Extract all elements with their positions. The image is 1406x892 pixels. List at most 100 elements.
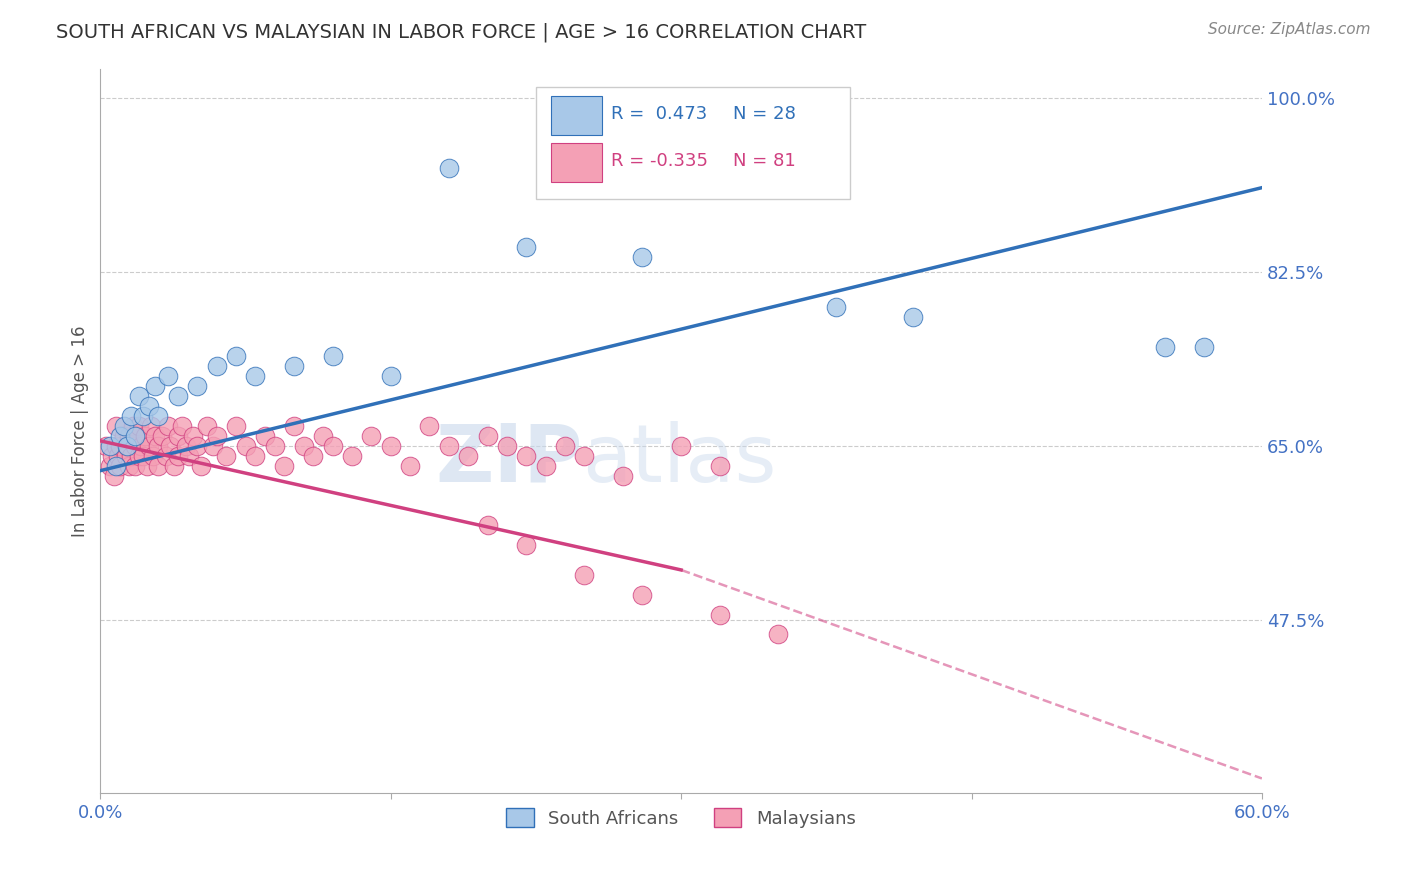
Point [302,449,325,463]
Point [117,439,139,453]
Point [496,439,519,453]
Point [399,458,422,473]
Point [574,449,596,463]
Point [128,389,150,403]
Point [181,429,204,443]
Point [186,439,208,453]
Point [138,399,160,413]
Point [322,439,344,453]
Point [124,439,146,453]
Point [292,439,315,453]
Point [108,439,131,453]
Point [534,458,557,473]
Text: atlas: atlas [582,421,776,499]
Point [138,439,160,453]
Point [179,449,201,463]
Legend: South Africans, Malaysians: South Africans, Malaysians [499,801,863,835]
Point [104,419,127,434]
Point [418,419,440,434]
Point [139,419,162,434]
Point [515,538,537,552]
Point [103,468,125,483]
Point [253,429,276,443]
Point [104,439,127,453]
Point [122,419,145,434]
Point [166,389,188,403]
FancyBboxPatch shape [551,96,602,136]
Point [612,468,634,483]
Point [108,458,131,473]
Point [190,458,212,473]
Point [709,607,731,622]
Text: ZIP: ZIP [434,421,582,499]
Point [120,409,142,423]
Point [437,439,460,453]
Point [477,518,499,533]
Point [380,439,402,453]
FancyBboxPatch shape [551,144,602,182]
Point [124,429,146,443]
Point [107,449,129,463]
Point [148,439,170,453]
Point [157,419,180,434]
Point [631,250,654,264]
Point [143,429,166,443]
Point [132,409,155,423]
Point [437,161,460,175]
Text: R = -0.335: R = -0.335 [612,153,709,170]
Point [340,449,363,463]
Point [380,369,402,384]
Point [245,449,267,463]
Point [135,458,157,473]
Point [142,449,165,463]
Point [574,568,596,582]
Text: R =  0.473: R = 0.473 [612,105,707,123]
Point [322,350,344,364]
Point [225,419,247,434]
Text: Source: ZipAtlas.com: Source: ZipAtlas.com [1208,22,1371,37]
Point [205,429,228,443]
Point [96,439,118,453]
Point [163,458,186,473]
Point [263,439,285,453]
Point [166,429,188,443]
Point [114,449,136,463]
Point [312,429,335,443]
Point [134,429,156,443]
Point [195,419,218,434]
Point [159,439,181,453]
Point [127,429,149,443]
Point [128,419,150,434]
Point [283,419,305,434]
Point [1154,339,1177,353]
Point [903,310,925,324]
Point [709,458,731,473]
Point [98,439,121,453]
Point [245,369,267,384]
Point [515,449,537,463]
Point [155,449,177,463]
Point [225,350,247,364]
Point [205,359,228,374]
Point [186,379,208,393]
Point [360,429,382,443]
Point [166,449,188,463]
Point [825,300,848,314]
Point [132,449,155,463]
Point [554,439,576,453]
Point [112,419,135,434]
Point [457,449,479,463]
Point [170,419,193,434]
Point [120,449,142,463]
Point [766,627,789,641]
Point [118,429,141,443]
Text: SOUTH AFRICAN VS MALAYSIAN IN LABOR FORCE | AGE > 16 CORRELATION CHART: SOUTH AFRICAN VS MALAYSIAN IN LABOR FORC… [56,22,866,42]
Text: N = 81: N = 81 [734,153,796,170]
Y-axis label: In Labor Force | Age > 16: In Labor Force | Age > 16 [72,326,89,537]
Point [201,439,224,453]
Point [148,458,170,473]
Point [129,439,152,453]
Point [477,429,499,443]
Text: N = 28: N = 28 [734,105,796,123]
Point [157,369,180,384]
